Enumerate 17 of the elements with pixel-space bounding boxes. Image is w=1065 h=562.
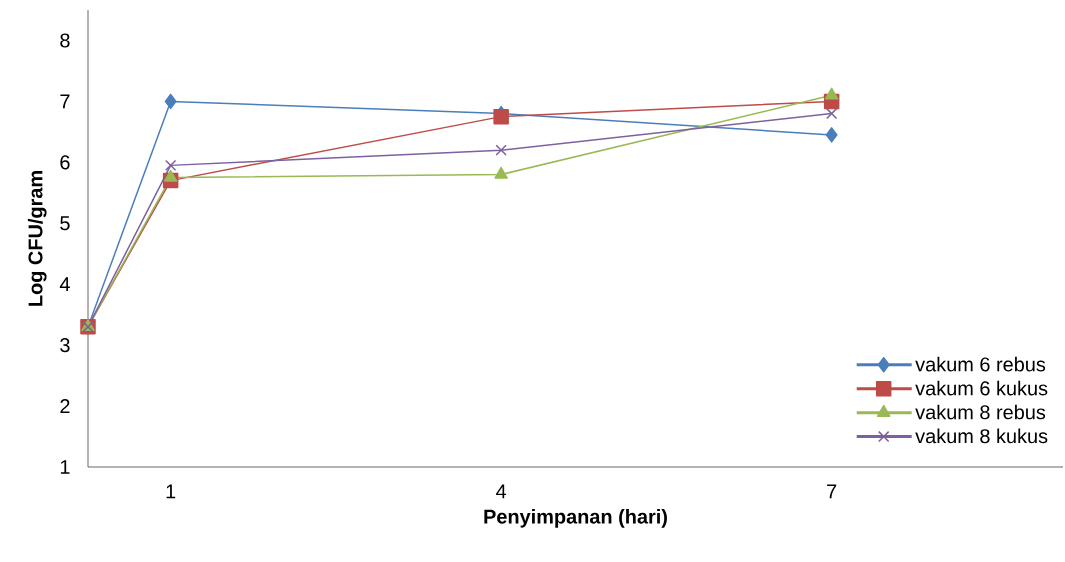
y-tick-label: 4	[59, 277, 70, 292]
y-tick-label: 1	[60, 460, 70, 474]
y-axis-title: Log CFU/gram	[27, 171, 47, 306]
y-tick-label: 6	[60, 155, 70, 170]
legend-label: vakum 8 kukus	[915, 428, 1048, 444]
legend-label: vakum 6 kukus	[915, 380, 1048, 396]
x-tick-label: 4	[496, 484, 507, 499]
legend-label: vakum 8 rebus	[915, 404, 1046, 420]
legend-label: vakum 6 rebus	[915, 356, 1046, 372]
y-tick-label: 2	[60, 399, 70, 414]
y-tick-label: 7	[60, 94, 70, 109]
y-tick-label: 8	[60, 33, 70, 48]
y-tick-label: 5	[60, 216, 70, 231]
x-tick-label: 7	[827, 484, 837, 499]
y-tick-label: 3	[60, 338, 70, 353]
x-tick-label: 1	[166, 484, 176, 499]
x-axis-title: Penyimpanan (hari)	[484, 509, 667, 528]
